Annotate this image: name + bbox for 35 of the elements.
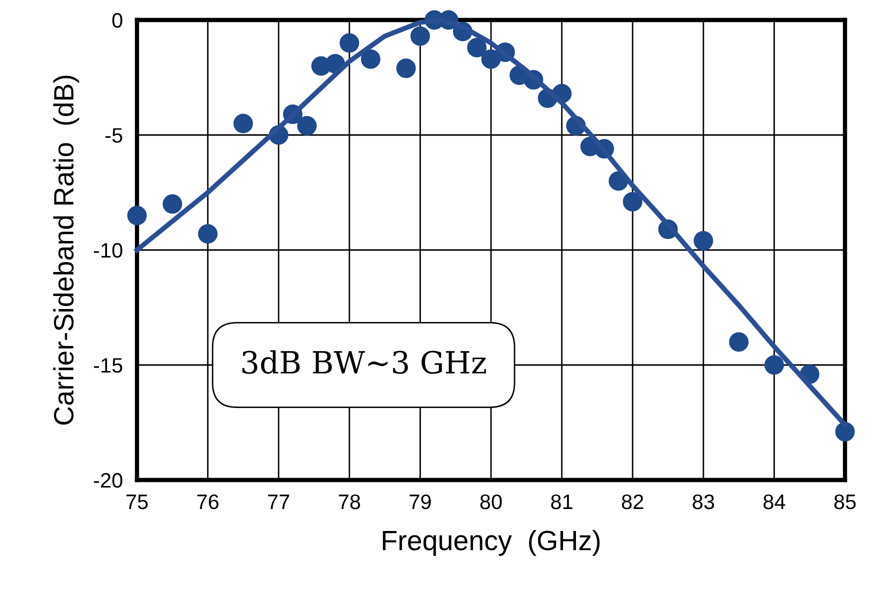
point [127,206,147,226]
y-tick-label: 0 [112,13,122,28]
x-tick-label: 78 [338,494,360,510]
x-tick-label: 75 [126,494,148,510]
point [694,231,714,251]
x-tick-label: 76 [197,494,218,510]
point [340,33,360,53]
x-axis-title: Frequency (GHz) [382,530,600,556]
x-tick-label: 80 [480,494,502,510]
point [481,49,501,69]
point [467,38,487,58]
point [198,224,218,244]
point [835,422,855,442]
point [396,58,416,78]
x-tick-label: 81 [551,494,572,510]
point [233,114,253,134]
y-tick-label: -5 [106,128,122,143]
x-tick-label: 83 [692,494,714,510]
point [622,192,642,212]
point [729,332,749,352]
y-axis-title: Carrier-Sideband Ratio (dB) [53,76,80,425]
x-tick-label: 82 [622,494,644,510]
x-tick-label: 84 [764,494,786,510]
x-tick-label: 77 [268,494,290,509]
y-tick-label: -10 [94,243,122,258]
y-tick-label: -15 [94,358,122,373]
y-tick-label: -20 [94,473,122,488]
point [360,49,380,69]
x-tick-label: 85 [834,494,856,510]
point [410,26,430,46]
point [297,116,317,136]
annotation: 3dB BW~3 GHz [242,350,486,374]
point [764,355,784,375]
x-tick-label: 79 [410,494,431,510]
point [162,194,182,214]
